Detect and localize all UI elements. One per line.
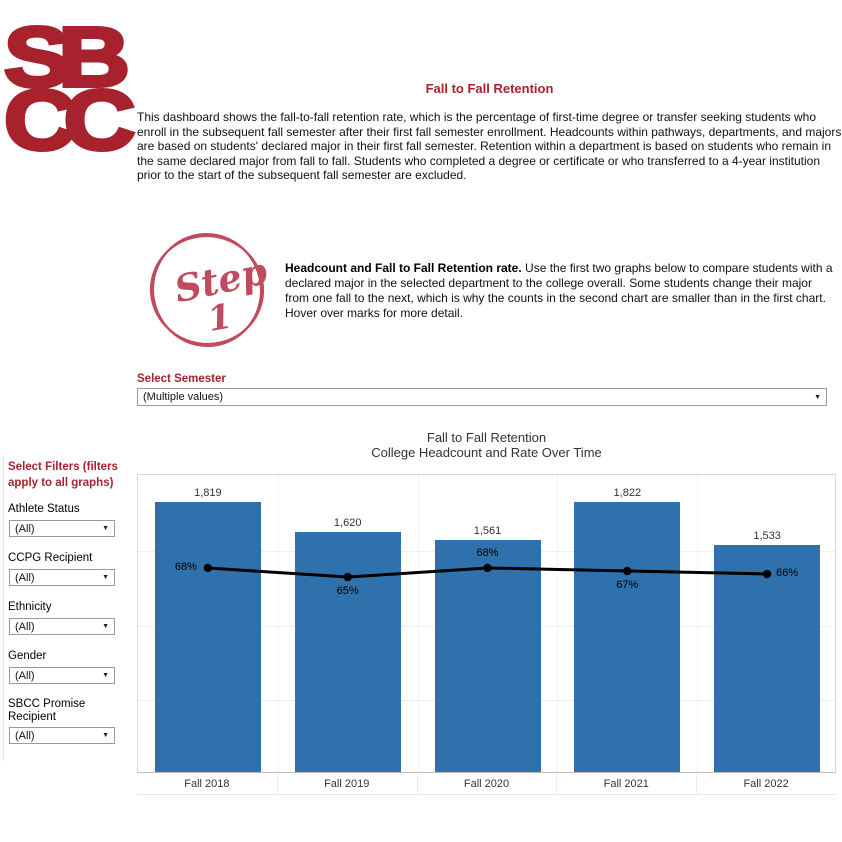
- plot-area: 1,819 1,620 1,561 1,822 1,533 68% 65% 68% 67% 66%: [137, 474, 836, 773]
- retention-rate-label: 65%: [336, 585, 359, 598]
- x-axis-label-fall-2022: Fall 2022: [743, 778, 789, 790]
- filter-dropdown-ethnicity[interactable]: (All) ▼: [9, 618, 115, 635]
- retention-line-chart: [203, 563, 772, 582]
- chevron-down-icon: ▼: [102, 525, 109, 532]
- sbcc-logo-line2: CC: [2, 73, 138, 167]
- x-axis-divider: [556, 774, 558, 795]
- select-semester-label: Select Semester: [137, 373, 226, 385]
- chevron-down-icon: ▼: [102, 732, 109, 739]
- x-axis-divider: [276, 774, 278, 795]
- semester-dropdown-value: (Multiple values): [143, 391, 224, 403]
- retention-rate-label: 68%: [476, 546, 499, 559]
- filter-dropdown-gender[interactable]: (All) ▼: [9, 667, 115, 684]
- filter-dropdown-value: (All): [15, 522, 35, 535]
- chevron-down-icon: ▼: [102, 623, 109, 630]
- chevron-down-icon: ▼: [102, 574, 109, 581]
- sbcc-logo-line1: SB: [2, 10, 133, 104]
- filter-dropdown-athlete-status[interactable]: (All) ▼: [9, 520, 115, 537]
- bar-value-label: 1,822: [613, 486, 642, 499]
- retention-rate-label: 67%: [616, 578, 639, 591]
- headcount-bar-fall-2022[interactable]: [714, 544, 821, 772]
- filter-label-sbcc-promise-recipient: SBCC Promise Recipient: [8, 698, 86, 723]
- filter-dropdown-sbcc-promise-recipient[interactable]: (All) ▼: [9, 727, 115, 744]
- x-axis-label-fall-2019: Fall 2019: [324, 778, 370, 790]
- retention-point-fall-2022[interactable]: [762, 569, 772, 579]
- vertical-gridline: [277, 475, 279, 772]
- dashboard-description: This dashboard shows the fall-to-fall re…: [137, 110, 842, 182]
- headcount-bar-fall-2019[interactable]: [294, 531, 401, 772]
- headcount-bar-fall-2020[interactable]: [434, 540, 541, 772]
- filter-label-athlete-status: Athlete Status: [8, 503, 80, 515]
- retention-point-fall-2018[interactable]: [203, 563, 213, 573]
- semester-dropdown[interactable]: (Multiple values) ▼: [137, 388, 827, 406]
- bar-value-label: 1,561: [473, 525, 502, 538]
- x-axis: Fall 2018 Fall 2019 Fall 2020 Fall 2021 Fall…: [137, 774, 836, 795]
- retention-rate-label: 66%: [776, 567, 799, 580]
- retention-point-fall-2021[interactable]: [623, 566, 632, 576]
- bar-value-label: 1,533: [753, 529, 781, 542]
- filter-dropdown-value: (All): [15, 669, 35, 682]
- page-title: Fall to Fall Retention: [425, 81, 554, 96]
- vertical-gridline: [697, 475, 699, 772]
- retention-rate-label: 68%: [174, 560, 197, 573]
- filter-label-ccpg-recipient: CCPG Recipient: [8, 552, 93, 564]
- step-1-body: Use the first two graphs below to compar…: [285, 261, 833, 320]
- x-axis-divider: [696, 774, 698, 795]
- step-badge-number: 1: [205, 296, 235, 340]
- filter-label-gender: Gender: [8, 650, 47, 662]
- bar-value-label: 1,620: [333, 516, 362, 529]
- headcount-bar-fall-2018[interactable]: [154, 502, 261, 772]
- vertical-gridline: [417, 475, 419, 772]
- x-axis-label-fall-2021: Fall 2021: [603, 778, 649, 790]
- chart-title: Fall to Fall Retention College Headcount…: [137, 430, 836, 460]
- sidebar-zone-divider: [3, 455, 4, 761]
- vertical-gridline: [557, 475, 559, 772]
- filter-dropdown-ccpg-recipient[interactable]: (All) ▼: [9, 569, 115, 586]
- filter-dropdown-value: (All): [15, 729, 35, 742]
- step-1-badge: Step 1: [146, 229, 271, 351]
- retention-point-fall-2019[interactable]: [343, 572, 352, 582]
- chevron-down-icon: ▼: [102, 672, 109, 679]
- retention-point-fall-2020[interactable]: [483, 563, 492, 573]
- filter-label-ethnicity: Ethnicity: [8, 601, 52, 613]
- step-1-heading: Headcount and Fall to Fall Retention rat…: [285, 261, 522, 275]
- bar-value-label: 1,819: [194, 487, 222, 500]
- step-1-instructions: Headcount and Fall to Fall Retention rat…: [285, 261, 833, 321]
- chart-title-line1: Fall to Fall Retention: [426, 430, 547, 445]
- chart-title-line2: College Headcount and Rate Over Time: [371, 444, 602, 460]
- chevron-down-icon: ▼: [814, 393, 821, 401]
- filter-dropdown-value: (All): [15, 620, 35, 633]
- x-axis-label-fall-2020: Fall 2020: [463, 778, 510, 790]
- x-axis-divider: [416, 774, 418, 795]
- headcount-bar-fall-2021[interactable]: [574, 501, 681, 772]
- x-axis-label-fall-2018: Fall 2018: [184, 778, 230, 790]
- filter-dropdown-value: (All): [15, 571, 35, 584]
- sbcc-logo: SB CC: [2, 10, 138, 167]
- select-filters-heading: Select Filters (filters apply to all gra…: [8, 461, 118, 489]
